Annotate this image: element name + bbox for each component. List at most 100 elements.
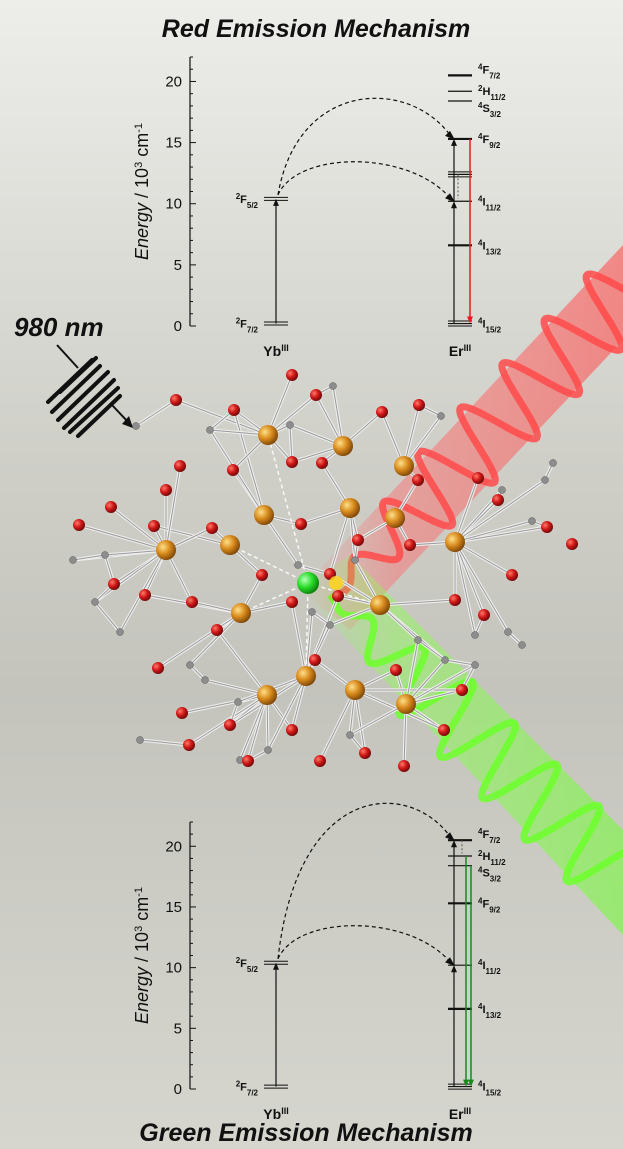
oxygen-atom <box>359 747 371 759</box>
green-beam-band <box>300 555 623 935</box>
y-axis-label: Energy / 103 cm-1 <box>132 887 152 1024</box>
carbon-atom <box>116 628 124 636</box>
oxygen-atom <box>227 464 239 476</box>
yb-level-label: 2F5/2 <box>236 955 259 973</box>
tick-label: 0 <box>174 318 182 335</box>
oxygen-atom <box>449 594 461 606</box>
bond <box>354 689 366 754</box>
carbon-atom <box>132 422 140 430</box>
carbon-atom <box>518 641 526 649</box>
bond <box>72 554 106 561</box>
oxygen-atom <box>183 739 195 751</box>
excitation-arrow-shaft <box>111 404 129 423</box>
carbon-atom <box>286 421 294 429</box>
tick-label: 20 <box>165 838 182 855</box>
red-beam-band <box>300 245 623 630</box>
yb-atom <box>370 595 390 615</box>
bond <box>157 612 242 669</box>
bond <box>403 404 420 467</box>
tick-label: 0 <box>174 1081 182 1098</box>
carbon-atom <box>528 517 536 525</box>
excitation-wave-icon <box>46 356 122 438</box>
oxygen-atom <box>152 662 164 674</box>
oxygen-atom <box>108 578 120 590</box>
oxygen-atom <box>286 369 298 381</box>
er-level-label: 4S3/2 <box>478 101 501 119</box>
er-level-label: 2H11/2 <box>478 848 506 866</box>
carbon-atom <box>308 608 316 616</box>
yb-atom <box>254 505 274 525</box>
carbon-atom <box>186 661 194 669</box>
bond <box>454 541 509 633</box>
bond <box>216 629 268 696</box>
yb-atom <box>231 603 251 623</box>
oxygen-atom <box>176 707 188 719</box>
bond <box>289 424 293 463</box>
tick-label: 5 <box>174 1020 182 1037</box>
bond <box>104 549 167 556</box>
carbon-atom <box>437 412 445 420</box>
emission-arrowhead <box>468 1079 474 1087</box>
oxygen-atom <box>506 569 518 581</box>
carbon-atom <box>541 476 549 484</box>
oxygen-atom <box>174 460 186 472</box>
energy-transfer-curve <box>277 925 453 965</box>
er-contact-bond <box>240 582 309 614</box>
oxygen-atom <box>492 494 504 506</box>
yb-atom <box>257 685 277 705</box>
er-level-label: 4I13/2 <box>478 1001 502 1019</box>
oxygen-atom <box>456 684 468 696</box>
bond <box>454 477 479 543</box>
carbon-atom <box>201 676 209 684</box>
carbon-atom <box>234 698 242 706</box>
excitation-label: 980 nm <box>14 312 104 342</box>
bond <box>319 689 356 762</box>
red-beam-wave <box>327 270 623 603</box>
yb-atom <box>385 508 405 528</box>
oxygen-atom <box>314 755 326 767</box>
excitation-pointer-line <box>56 344 79 369</box>
er-atom <box>297 572 319 594</box>
bond <box>291 601 307 677</box>
bond <box>239 694 268 761</box>
energy-transfer-arrowhead <box>445 957 455 967</box>
y-axis-label: Energy / 103 cm-1 <box>132 123 152 260</box>
bond <box>454 541 476 636</box>
bond <box>153 525 231 546</box>
bond <box>379 599 456 606</box>
tick-label: 10 <box>165 196 182 213</box>
tick-label: 15 <box>165 899 182 916</box>
oxygen-atom <box>186 596 198 608</box>
er-ion-label: ErIII <box>449 343 471 359</box>
bond <box>139 739 190 746</box>
excitation-marker: 980 nm <box>14 312 133 438</box>
carbon-atom <box>346 731 354 739</box>
oxygen-atom <box>412 474 424 486</box>
er-absorption-arrowhead <box>451 201 457 209</box>
oxygen-atom <box>170 394 182 406</box>
oxygen-atom <box>478 609 490 621</box>
oxygen-atom <box>413 399 425 411</box>
er-level-label: 4F9/2 <box>478 896 501 914</box>
oxygen-atom <box>316 457 328 469</box>
oxygen-atom <box>105 501 117 513</box>
carbon-atom <box>91 598 99 606</box>
oxygen-atom <box>286 456 298 468</box>
carbon-atom <box>69 556 77 564</box>
bond <box>349 703 407 736</box>
oxygen-atom <box>148 520 160 532</box>
emission-glow <box>329 576 343 590</box>
bottom-title: Green Emission Mechanism <box>139 1119 472 1147</box>
oxygen-atom <box>256 569 268 581</box>
carbon-atom <box>326 621 334 629</box>
bond <box>94 549 167 603</box>
carbon-atom <box>441 656 449 664</box>
carbon-atom <box>471 661 479 669</box>
energy-transfer-arrowhead <box>445 193 455 203</box>
oxygen-atom <box>438 724 450 736</box>
green-emission-beam <box>300 555 623 935</box>
energy-transfer-curve <box>277 97 453 195</box>
oxygen-atom <box>242 755 254 767</box>
tick-label: 20 <box>165 73 182 90</box>
